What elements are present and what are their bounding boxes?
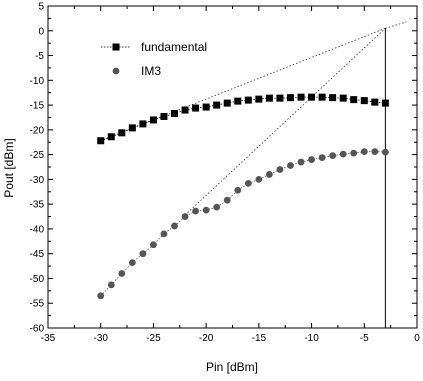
- data-point-fundamental: [329, 94, 337, 102]
- data-point-fundamental: [149, 116, 157, 124]
- data-point-fundamental: [244, 96, 252, 104]
- data-point-im3: [318, 154, 326, 161]
- data-point-im3: [255, 175, 263, 183]
- data-point-im3: [381, 148, 389, 156]
- data-point-im3: [276, 166, 284, 173]
- y-axis-title: Pout [dBm]: [2, 138, 16, 197]
- data-point-im3: [297, 158, 305, 166]
- data-point-fundamental: [192, 104, 200, 112]
- y-tick-label: -5: [35, 51, 44, 62]
- data-point-fundamental: [265, 94, 273, 102]
- x-tick-label: -35: [41, 333, 56, 344]
- data-point-im3: [107, 281, 115, 289]
- y-tick-label: -15: [30, 101, 45, 112]
- x-tick-label: -25: [146, 333, 161, 344]
- data-point-fundamental: [318, 93, 326, 101]
- data-point-im3: [150, 241, 157, 249]
- y-tick-label: -30: [30, 175, 45, 186]
- y-tick-label: -50: [30, 274, 45, 285]
- y-tick-label: -35: [30, 200, 45, 211]
- extrapolation-line: [385, 21, 407, 29]
- x-tick-label: -30: [93, 333, 108, 344]
- data-point-fundamental: [350, 96, 358, 104]
- data-point-im3: [171, 222, 178, 230]
- series-line-fundamental: [100, 96, 386, 142]
- x-tick-label: -10: [304, 333, 319, 344]
- data-point-fundamental: [139, 120, 147, 128]
- x-axis-ticks: -35 -30 -25 -20 -15 -10 -5 0: [41, 6, 420, 344]
- y-tick-label: 0: [38, 26, 44, 37]
- data-point-fundamental: [160, 112, 168, 120]
- x-tick-label: -15: [252, 333, 267, 344]
- data-point-fundamental: [234, 97, 242, 105]
- y-tick-label: -20: [30, 125, 45, 136]
- legend-label-im3: IM3: [141, 64, 161, 78]
- data-point-fundamental: [255, 95, 263, 103]
- data-point-im3: [213, 203, 221, 211]
- data-point-im3: [160, 230, 168, 238]
- data-point-im3: [371, 148, 379, 156]
- data-point-im3: [339, 150, 347, 158]
- data-point-im3: [308, 156, 315, 163]
- data-point-im3: [97, 292, 105, 300]
- data-point-fundamental: [181, 106, 189, 114]
- data-point-im3: [360, 148, 368, 156]
- y-tick-label: -10: [30, 76, 45, 87]
- data-point-im3: [266, 171, 273, 178]
- data-point-fundamental: [308, 93, 316, 101]
- data-point-fundamental: [202, 103, 210, 111]
- extrapolation-lines: [100, 21, 407, 216]
- extrapolation-line: [184, 27, 386, 216]
- data-point-fundamental: [213, 101, 221, 109]
- y-axis-ticks: 5 0 -5 -10 -15 -20 -25 -30 -35 -40 -45 -50 -55 -60: [30, 2, 417, 335]
- data-point-im3: [181, 213, 189, 220]
- data-point-im3: [287, 162, 294, 169]
- x-tick-label: -5: [360, 333, 369, 344]
- data-point-fundamental: [360, 97, 368, 105]
- series-fundamental: [97, 93, 389, 145]
- x-tick-label: -20: [199, 333, 214, 344]
- y-tick-label: -60: [30, 324, 45, 335]
- legend: fundamental IM3: [101, 40, 207, 78]
- data-point-fundamental: [118, 129, 126, 137]
- y-tick-label: -55: [30, 299, 45, 310]
- x-tick-label: 0: [414, 333, 420, 344]
- data-point-im3: [350, 149, 358, 157]
- data-point-im3: [202, 206, 210, 214]
- y-tick-label: -25: [30, 150, 45, 161]
- legend-marker-fundamental: [112, 43, 120, 51]
- data-point-im3: [118, 270, 126, 277]
- series-im3: [97, 148, 389, 300]
- data-point-fundamental: [381, 99, 389, 107]
- data-point-fundamental: [297, 93, 305, 101]
- series-line-im3: [100, 151, 386, 297]
- y-tick-label: -40: [30, 224, 45, 235]
- data-point-im3: [223, 196, 231, 204]
- data-point-im3: [244, 179, 252, 187]
- data-point-fundamental: [286, 94, 294, 102]
- data-point-fundamental: [223, 99, 231, 107]
- data-point-fundamental: [128, 124, 136, 132]
- data-point-im3: [192, 207, 200, 215]
- data-point-fundamental: [339, 94, 347, 102]
- data-point-im3: [329, 152, 337, 160]
- x-axis-title: Pin [dBm]: [206, 360, 258, 374]
- data-point-fundamental: [171, 109, 179, 117]
- data-point-im3: [234, 186, 242, 194]
- data-point-fundamental: [107, 133, 115, 141]
- data-point-fundamental: [371, 98, 379, 106]
- y-tick-label: 5: [38, 2, 44, 13]
- data-point-fundamental: [276, 94, 284, 102]
- plot-frame: [47, 5, 418, 329]
- legend-label-fundamental: fundamental: [141, 40, 207, 54]
- data-point-im3: [128, 259, 136, 267]
- y-tick-label: -45: [30, 249, 45, 260]
- legend-marker-im3: [112, 67, 120, 75]
- data-point-fundamental: [97, 137, 105, 145]
- data-point-im3: [139, 250, 147, 258]
